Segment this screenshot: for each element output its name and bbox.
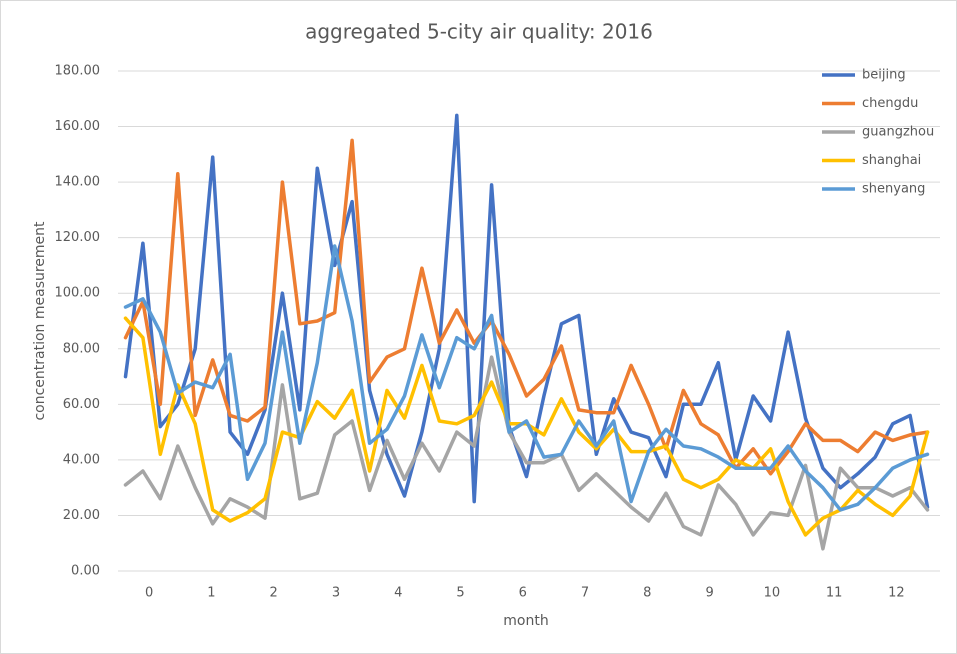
- y-tick-label: 120.00: [55, 230, 101, 245]
- series-line: [123, 355, 930, 551]
- x-tick-label: 9: [705, 586, 713, 601]
- y-tick-label: 140.00: [55, 175, 101, 190]
- x-tick-label: 1: [207, 586, 215, 601]
- x-tick-label: 12: [888, 586, 905, 601]
- series-line: [123, 113, 930, 509]
- x-tick-label: 4: [394, 586, 402, 601]
- y-tick-label: 100.00: [55, 286, 101, 301]
- x-tick-label: 3: [332, 586, 340, 601]
- legend-label: guangzhou: [862, 125, 934, 140]
- x-tick-label: 0: [145, 586, 153, 601]
- x-axis-label: month: [503, 613, 548, 629]
- series-line: [123, 244, 930, 512]
- legend-label: beijing: [862, 68, 906, 83]
- x-tick-label: 2: [270, 586, 278, 601]
- series-line: [123, 138, 930, 476]
- x-tick-label: 8: [643, 586, 651, 601]
- y-tick-label: 180.00: [55, 64, 101, 79]
- y-tick-label: 20.00: [63, 508, 100, 523]
- x-tick-label: 10: [764, 586, 781, 601]
- y-tick-label: 0.00: [71, 564, 100, 579]
- y-tick-label: 40.00: [63, 452, 100, 467]
- legend-label: shenyang: [862, 182, 925, 197]
- x-tick-label: 5: [456, 586, 464, 601]
- y-tick-label: 80.00: [63, 341, 100, 356]
- legend-label: shanghai: [862, 153, 921, 168]
- y-tick-label: 160.00: [55, 119, 101, 134]
- x-tick-label: 7: [581, 586, 589, 601]
- chart-title: aggregated 5-city air quality: 2016: [305, 20, 653, 44]
- y-tick-label: 60.00: [63, 397, 100, 412]
- y-axis-label: concentration measurement: [32, 221, 48, 421]
- x-tick-label: 6: [519, 586, 527, 601]
- legend-label: chengdu: [862, 96, 918, 111]
- x-tick-label: 11: [826, 586, 843, 601]
